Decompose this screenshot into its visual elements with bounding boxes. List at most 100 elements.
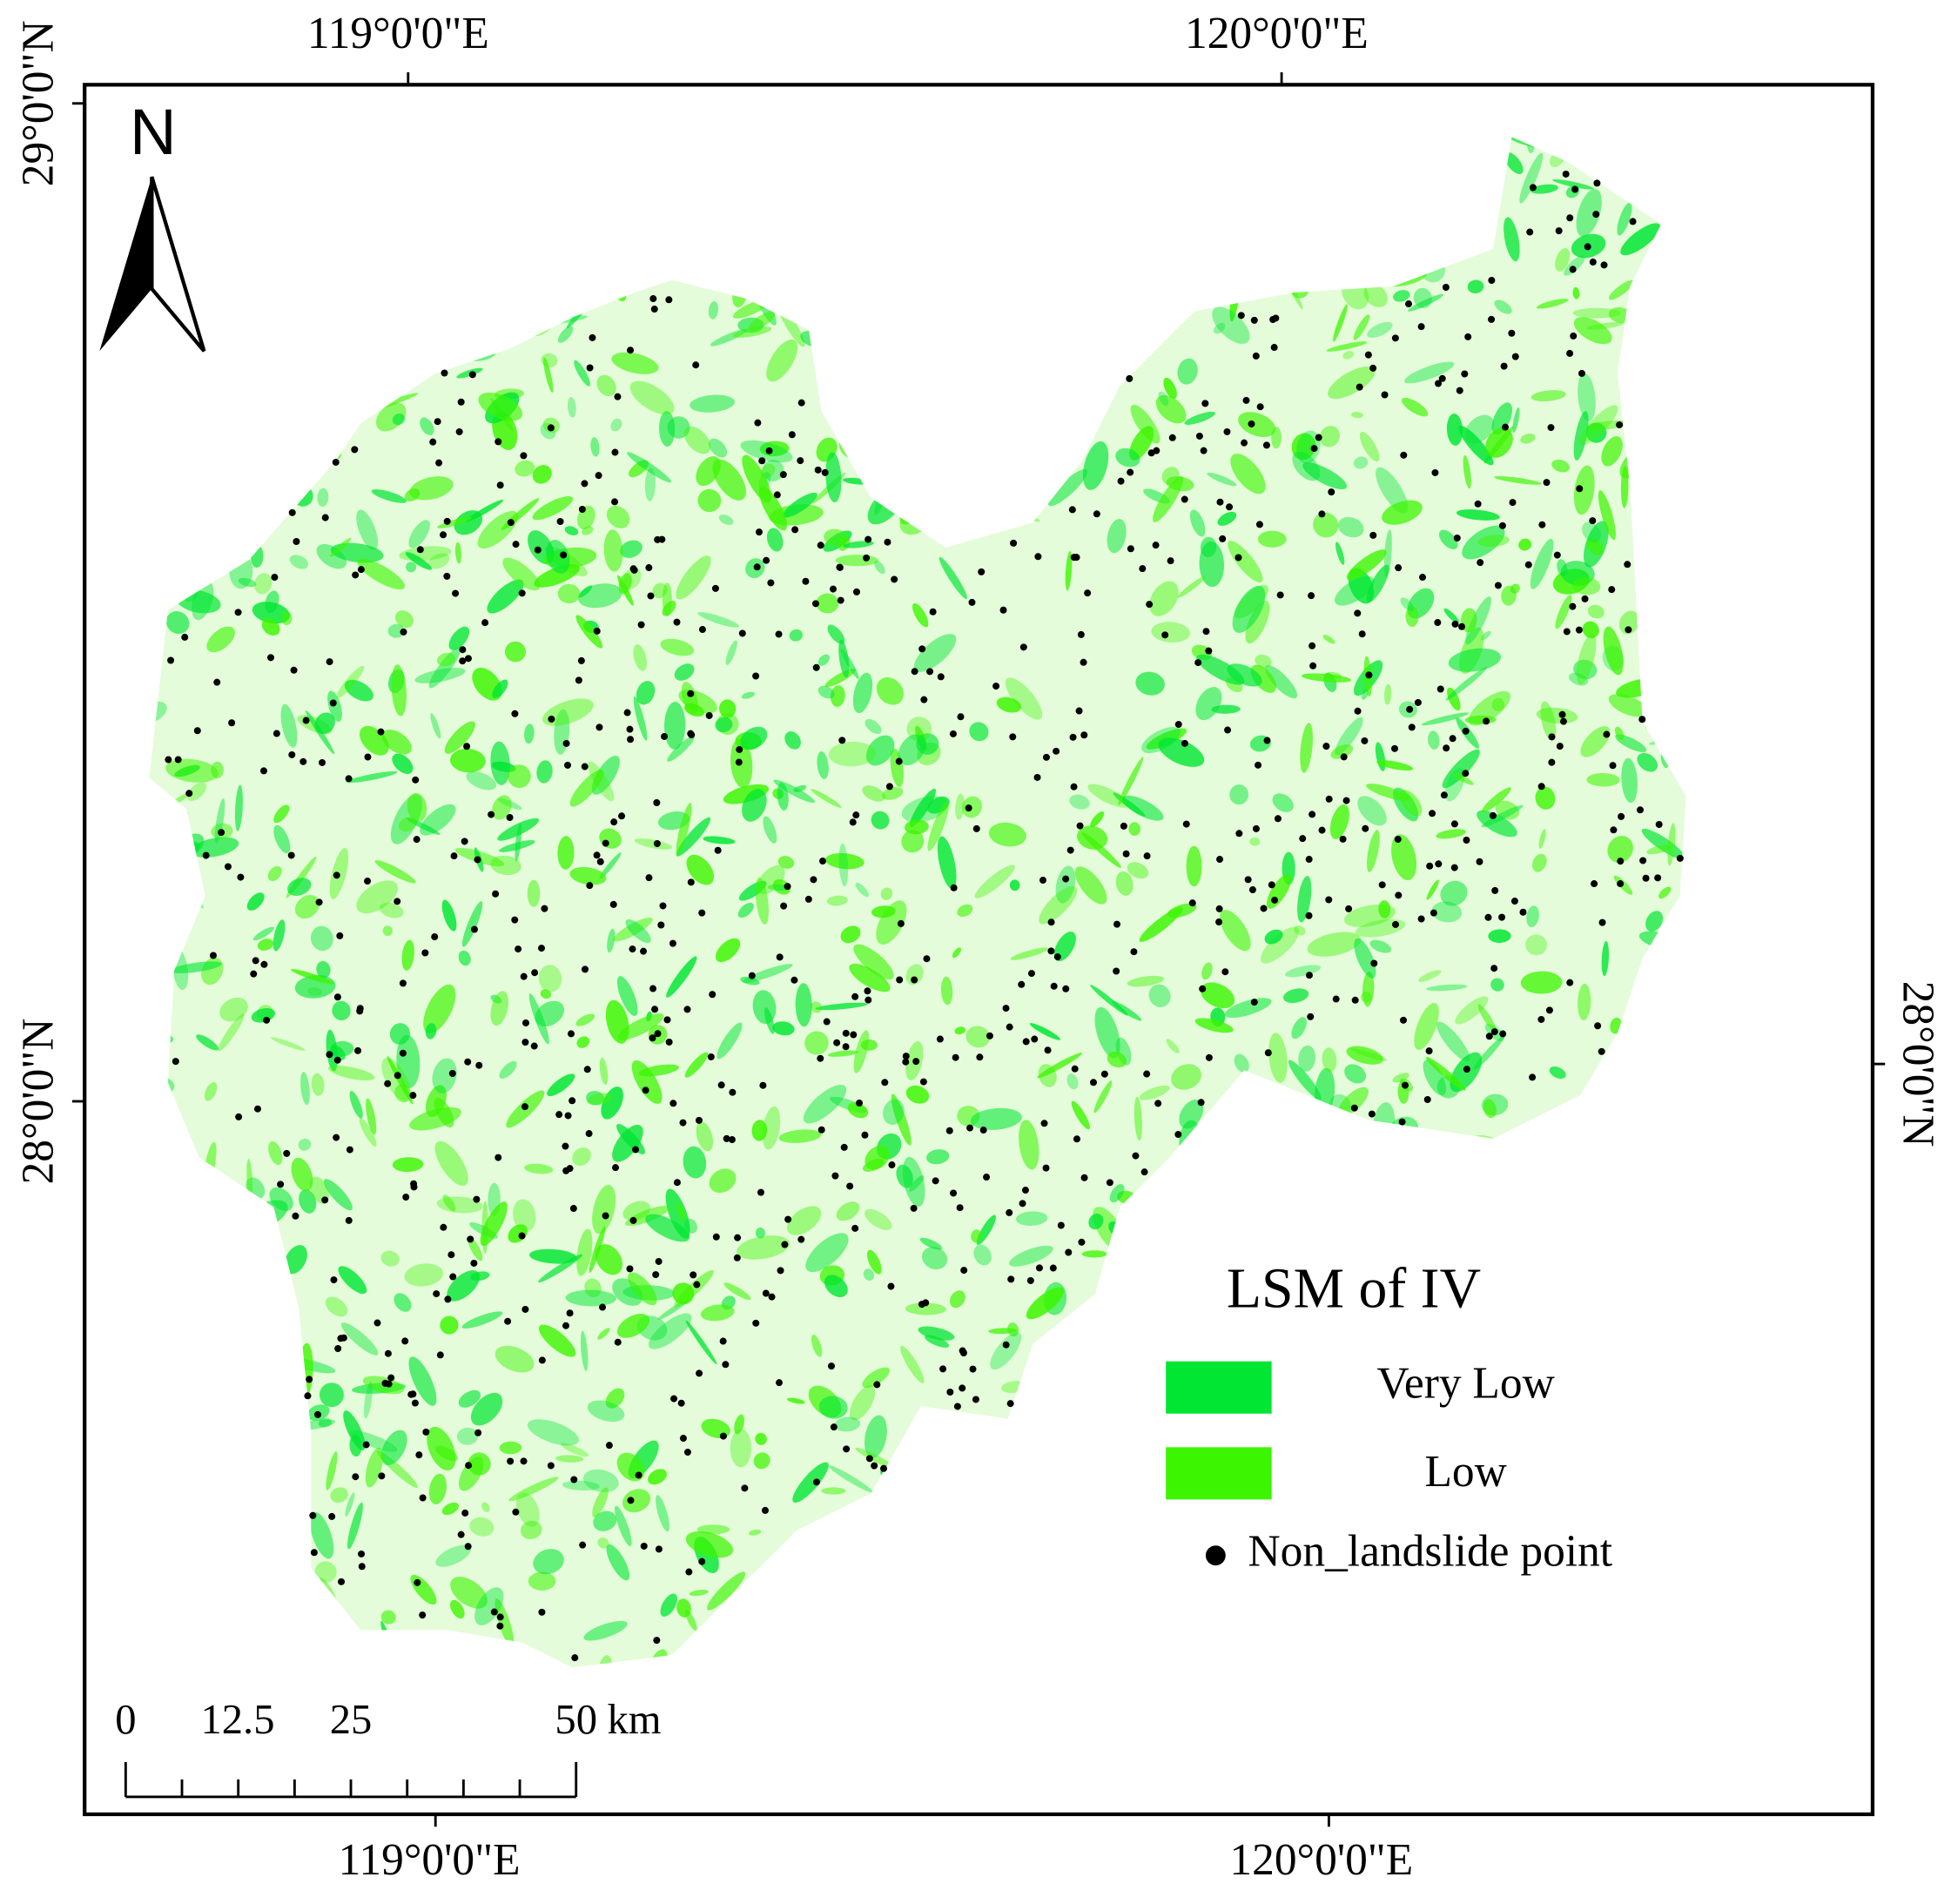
raster-patch	[1195, 687, 1222, 721]
non-landslide-point	[1019, 1200, 1026, 1208]
non-landslide-point	[1463, 1066, 1470, 1073]
non-landslide-point	[443, 572, 451, 580]
non-landslide-point	[1498, 521, 1506, 529]
raster-patch	[1090, 811, 1105, 828]
raster-patch	[1426, 879, 1439, 900]
raster-patch	[1184, 411, 1216, 425]
raster-patch	[1582, 521, 1602, 543]
raster-patch	[1272, 793, 1294, 812]
non-landslide-point	[1205, 1053, 1213, 1061]
raster-patch	[586, 1091, 605, 1106]
raster-patch	[927, 801, 949, 851]
non-landslide-point	[709, 991, 716, 999]
raster-patch	[952, 947, 962, 959]
raster-patch	[1442, 749, 1480, 789]
non-landslide-point	[1080, 1174, 1088, 1181]
raster-patch	[896, 1164, 913, 1188]
raster-patch	[787, 1206, 822, 1235]
raster-patch	[836, 1201, 860, 1221]
raster-patch	[1302, 462, 1348, 490]
non-landslide-point	[378, 1472, 386, 1480]
non-landslide-point	[345, 1216, 353, 1224]
raster-patch	[792, 1462, 829, 1504]
raster-patch	[591, 755, 620, 795]
raster-patch	[827, 624, 845, 644]
raster-patch	[478, 392, 523, 421]
non-landslide-point	[623, 709, 631, 717]
non-landslide-point	[1308, 592, 1315, 600]
non-landslide-point	[468, 371, 476, 379]
non-landslide-point	[1617, 858, 1625, 865]
non-landslide-point	[827, 1362, 835, 1370]
raster-patch	[664, 702, 686, 750]
non-landslide-point	[288, 508, 296, 516]
latitude-label: 28°0'0"N	[13, 1019, 63, 1185]
raster-patch	[613, 918, 653, 942]
raster-patch	[683, 1146, 707, 1179]
non-landslide-point	[1047, 947, 1055, 955]
non-landslide-point	[673, 1179, 681, 1187]
non-landslide-point	[1026, 1276, 1034, 1284]
raster-patch	[1520, 433, 1536, 444]
non-landslide-point	[683, 1449, 691, 1457]
raster-patch	[912, 602, 929, 628]
non-landslide-point	[1440, 791, 1448, 799]
raster-patch	[755, 877, 770, 925]
raster-patch	[817, 751, 829, 779]
raster-patch	[625, 919, 651, 944]
raster-patch	[622, 1489, 651, 1513]
raster-patch	[1026, 1287, 1065, 1320]
non-landslide-point	[1033, 773, 1041, 781]
non-landslide-point	[957, 713, 965, 721]
raster-patch	[299, 1188, 317, 1214]
raster-patch	[1292, 451, 1321, 481]
raster-patch	[257, 939, 274, 951]
non-landslide-point	[1408, 723, 1416, 731]
non-landslide-point	[345, 775, 353, 783]
raster-patch	[330, 1487, 348, 1504]
raster-patch	[170, 961, 222, 973]
raster-patch	[828, 1465, 873, 1493]
non-landslide-point	[1182, 820, 1190, 828]
non-landslide-point	[968, 598, 976, 606]
scale-label: 50	[555, 1696, 597, 1743]
non-landslide-point	[564, 761, 572, 769]
non-landslide-point	[717, 1081, 725, 1089]
raster-patch	[1047, 468, 1088, 507]
non-landslide-point	[1391, 920, 1400, 928]
raster-patch	[1227, 663, 1262, 687]
non-landslide-point	[560, 551, 568, 559]
raster-patch	[1015, 1211, 1048, 1226]
non-landslide-point	[461, 838, 468, 845]
non-landslide-point	[1047, 918, 1055, 926]
non-landslide-point	[1034, 553, 1042, 561]
non-landslide-point	[358, 1550, 366, 1558]
raster-patch	[1229, 784, 1249, 805]
non-landslide-point	[829, 585, 838, 593]
raster-patch	[291, 1157, 313, 1192]
non-landslide-point	[1269, 316, 1277, 324]
raster-patch	[667, 416, 690, 439]
non-landslide-point	[377, 728, 385, 736]
non-landslide-point	[652, 1271, 660, 1279]
raster-patch	[689, 1590, 709, 1597]
raster-patch	[1586, 773, 1620, 787]
non-landslide-point	[693, 1281, 701, 1288]
raster-patch	[469, 1517, 494, 1537]
raster-patch	[707, 1571, 746, 1611]
non-landslide-point	[354, 1046, 362, 1054]
non-landslide-point	[758, 457, 766, 465]
non-landslide-point	[1608, 586, 1616, 594]
non-landslide-point	[457, 398, 465, 406]
raster-patch	[1384, 683, 1392, 705]
non-landslide-point	[1299, 835, 1307, 843]
non-landslide-point	[1248, 420, 1255, 427]
non-landslide-point	[1575, 626, 1583, 634]
raster-patch	[427, 1426, 456, 1471]
raster-patch	[1329, 804, 1349, 839]
non-landslide-point	[409, 1092, 417, 1100]
non-landslide-point	[918, 645, 926, 653]
non-landslide-point	[577, 656, 585, 664]
raster-patch	[284, 1245, 307, 1275]
raster-patch	[246, 1159, 253, 1199]
